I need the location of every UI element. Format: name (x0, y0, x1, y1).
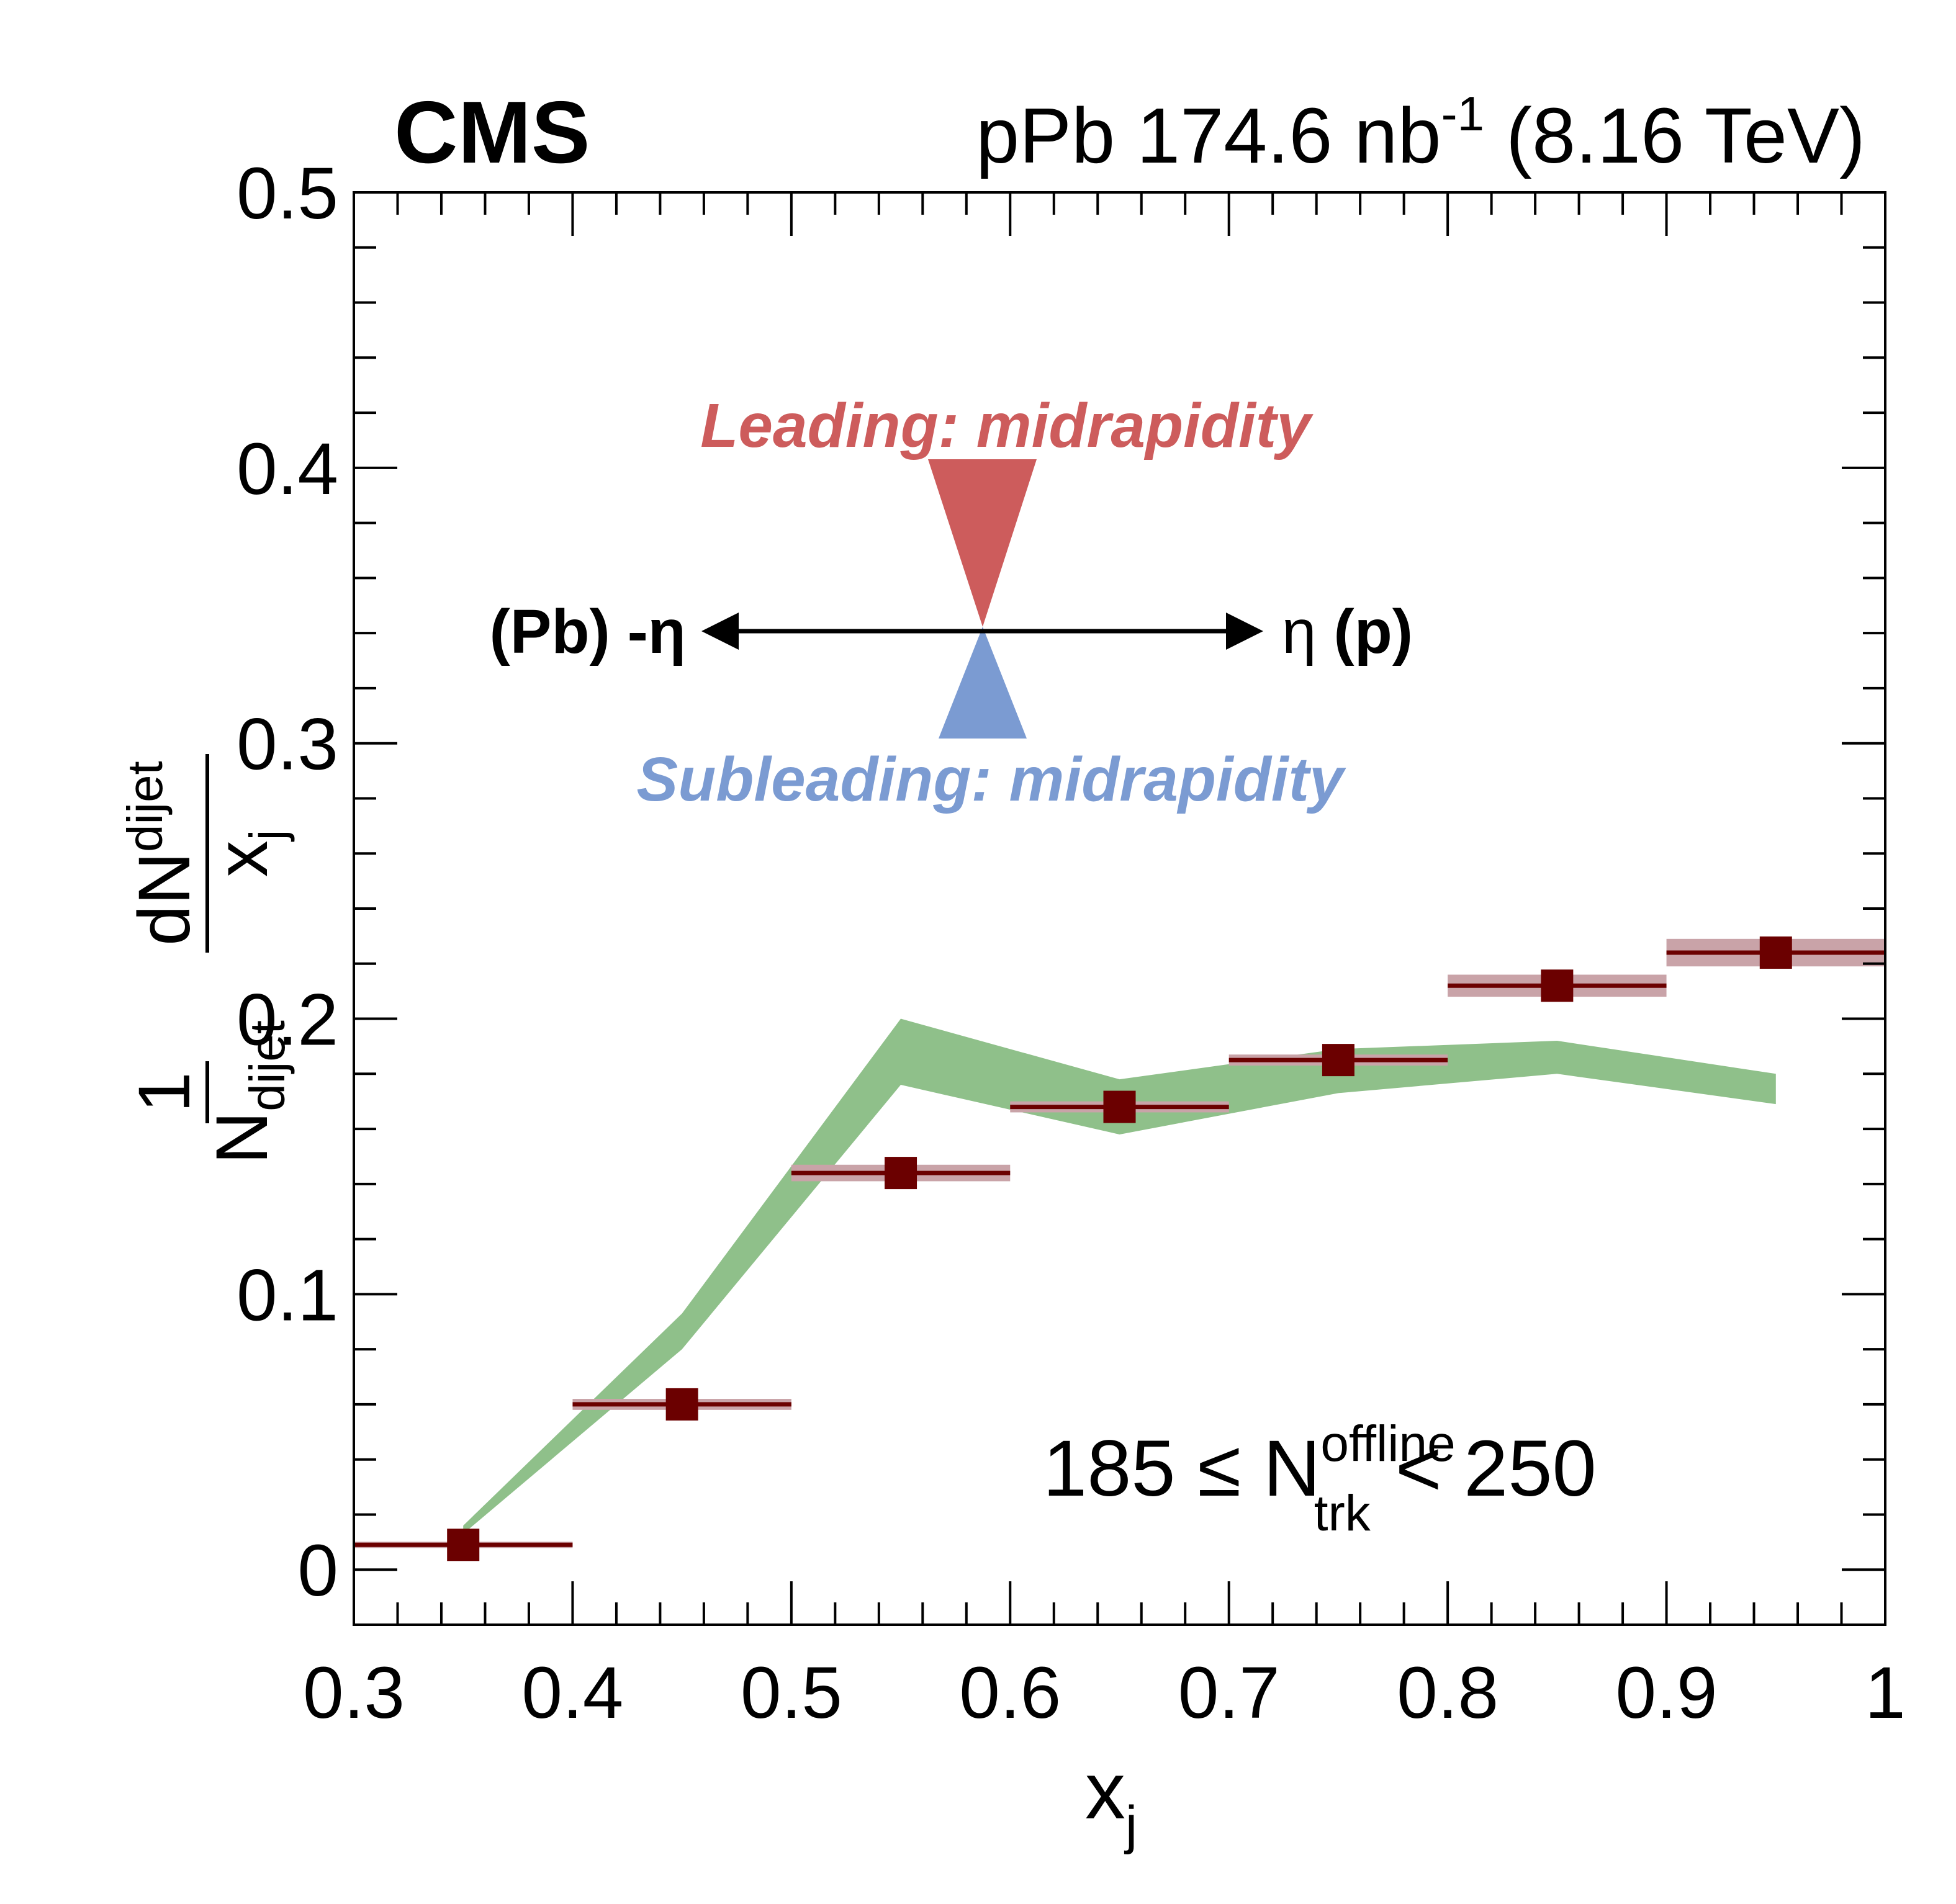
x-axis-title: xj (1085, 1745, 1137, 1855)
data-point (1759, 936, 1792, 969)
x-tick-label: 0.7 (1178, 1652, 1280, 1734)
subleading-label: Subleading: midrapidity (637, 745, 1346, 814)
pb-direction-label: (Pb) -η (489, 597, 686, 667)
data-layer (354, 936, 1885, 1561)
subleading-jet-cone (939, 627, 1027, 739)
x-tick-label: 1 (1865, 1652, 1906, 1734)
y-tick-label: 0.2 (237, 979, 338, 1061)
tick-label-layer: 0.3 0.4 0.5 0.6 0.7 0.8 0.9 1 0 0.1 0.2 0.3 0.4 0.5 (237, 153, 1906, 1734)
data-point (1322, 1044, 1354, 1077)
tick-layer (353, 191, 1886, 1626)
energy-label: (8.16 TeV) (1506, 92, 1865, 179)
leading-jet-cone (928, 459, 1037, 627)
multiplicity-label: 185 ≤ Noffline trk< 250 (1043, 1416, 1597, 1542)
x-tick-label: 0.6 (959, 1652, 1061, 1734)
y-tick-label: 0 (297, 1530, 338, 1612)
rapidity-diagram: Leading: midrapidity (Pb) -η η (p) Suble… (489, 391, 1413, 814)
arrow-right-icon (1226, 613, 1263, 650)
lumi-label: pPb 174.6 nb-1 (8.16 TeV) (976, 86, 1865, 179)
y-frac-denominator: Ndijet (201, 1020, 295, 1164)
y-tick-label: 0.3 (237, 704, 338, 786)
data-point (885, 1157, 917, 1190)
lumi-exponent: -1 (1441, 86, 1484, 141)
data-point (447, 1529, 480, 1561)
y-tick-label: 0.5 (237, 153, 338, 235)
y-deriv-numerator: dNdijet (117, 761, 205, 946)
arrow-left-icon (701, 613, 739, 650)
x-tick-label: 0.5 (741, 1652, 842, 1734)
cms-label: CMS (394, 83, 590, 182)
plot-area: 0.3 0.4 0.5 0.6 0.7 0.8 0.9 1 0 0.1 0.2 0.3 0.4 0.5 (237, 153, 1906, 1734)
lumi-prefix: pPb 174.6 nb (976, 92, 1441, 179)
x-tick-label: 0.3 (303, 1652, 405, 1734)
y-deriv-denominator: xj (201, 830, 295, 878)
data-point (1541, 969, 1574, 1002)
x-tick-label: 0.8 (1397, 1652, 1499, 1734)
x-tick-label: 0.4 (521, 1652, 623, 1734)
leading-label: Leading: midrapidity (700, 391, 1314, 460)
data-point (1103, 1090, 1136, 1123)
p-direction-label: η (p) (1282, 597, 1413, 667)
x-tick-label: 0.9 (1616, 1652, 1718, 1734)
y-axis-title: 1 Ndijet dNdijet xj (117, 754, 295, 1164)
data-point (665, 1388, 698, 1421)
y-frac-numerator: 1 (124, 1072, 205, 1113)
y-tick-label: 0.4 (237, 428, 338, 510)
y-tick-label: 0.1 (237, 1254, 338, 1336)
